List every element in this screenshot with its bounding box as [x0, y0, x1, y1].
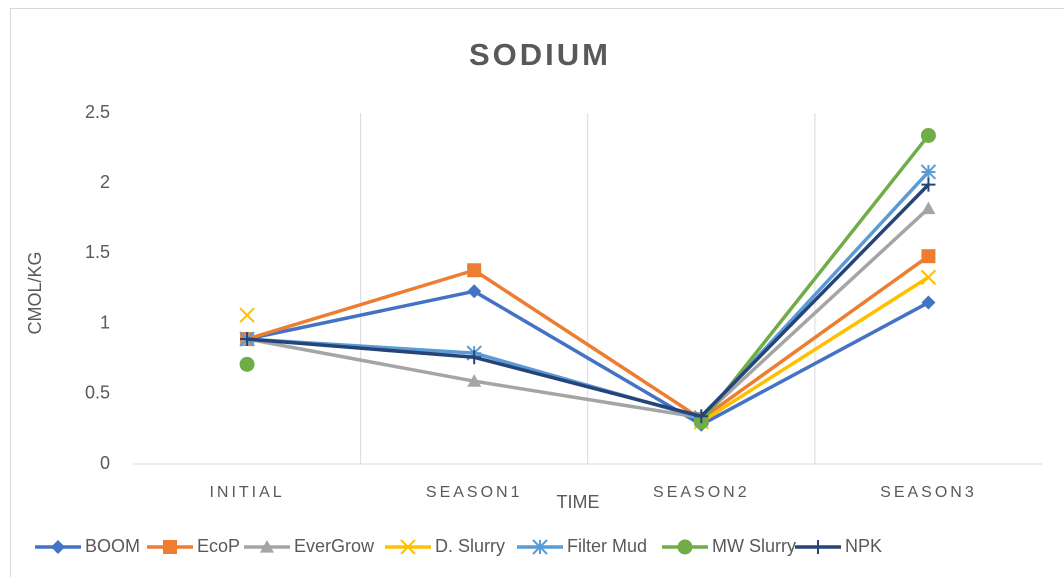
legend-item: EcoP	[147, 536, 240, 556]
marker	[921, 295, 936, 310]
marker	[163, 540, 177, 554]
legend-label: EcoP	[197, 536, 240, 556]
legend-item: MW Slurry	[662, 536, 796, 556]
marker	[467, 350, 482, 365]
marker	[920, 127, 936, 143]
marker	[921, 249, 936, 264]
legend-label: Filter Mud	[567, 536, 647, 556]
marker	[920, 269, 937, 285]
marker	[400, 539, 416, 555]
chart-title: SODIUM	[469, 37, 611, 72]
legend-label: MW Slurry	[712, 536, 796, 556]
legend-item: BOOM	[35, 536, 140, 556]
legend-label: NPK	[845, 536, 882, 556]
legend-item: D. Slurry	[385, 536, 505, 556]
chart-border	[10, 8, 1064, 577]
marker	[239, 307, 255, 323]
marker	[467, 263, 482, 278]
x-axis-label: TIME	[557, 492, 600, 512]
series-line	[699, 134, 930, 423]
y-tick-label: 0	[100, 453, 110, 473]
x-tick-label: INITIAL	[209, 484, 284, 501]
y-tick-label: 1.5	[85, 242, 110, 262]
y-tick-label: 2.5	[85, 102, 110, 122]
legend-item: NPK	[795, 536, 882, 556]
marker	[532, 539, 548, 555]
marker	[240, 332, 255, 347]
marker	[921, 201, 936, 215]
legend-item: Filter Mud	[517, 536, 647, 556]
y-tick-label: 1	[100, 312, 110, 332]
marker	[921, 177, 936, 192]
y-tick-label: 2	[100, 172, 110, 192]
marker	[260, 540, 274, 553]
marker	[51, 540, 65, 554]
legend-item: EverGrow	[244, 536, 375, 556]
marker	[467, 284, 482, 299]
marker	[694, 409, 709, 424]
marker	[677, 539, 693, 555]
legend-label: D. Slurry	[435, 536, 505, 556]
series-line	[246, 183, 930, 419]
y-tick-label: 0.5	[85, 383, 110, 403]
legend-label: BOOM	[85, 536, 140, 556]
x-tick-label: SEASON2	[653, 484, 750, 501]
legend-label: EverGrow	[294, 536, 375, 556]
series-line	[246, 254, 930, 421]
x-tick-label: SEASON3	[880, 484, 977, 501]
y-axis-label: CMOL/KG	[25, 251, 45, 334]
marker	[811, 540, 825, 554]
x-tick-label: SEASON1	[426, 484, 523, 501]
marker	[920, 164, 937, 180]
marker	[239, 356, 255, 372]
series-line	[700, 275, 930, 424]
series-line	[246, 289, 930, 427]
series-line	[246, 207, 930, 420]
marker	[467, 374, 482, 387]
